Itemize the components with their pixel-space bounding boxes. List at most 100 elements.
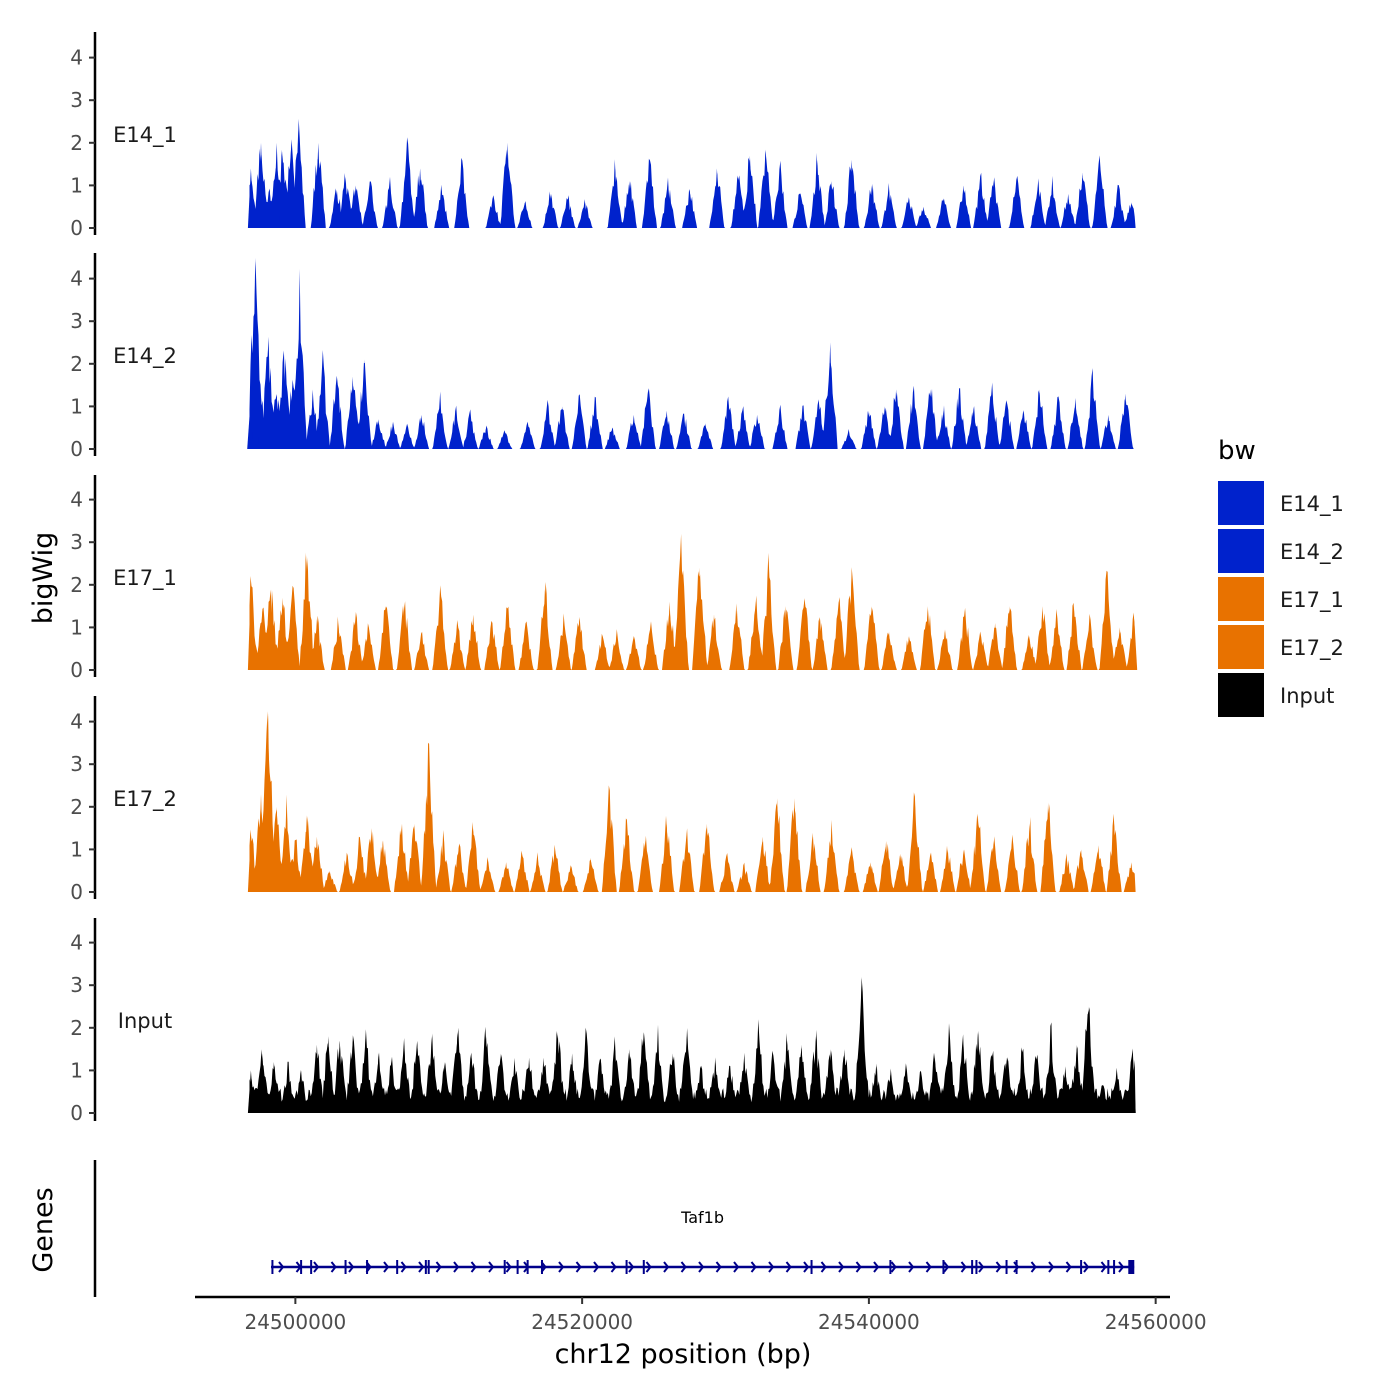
strand-arrow bbox=[1013, 1261, 1020, 1273]
coverage-peak bbox=[784, 1040, 791, 1113]
coverage-peak bbox=[640, 1032, 647, 1113]
coverage-peak bbox=[683, 1036, 690, 1113]
gene-label: Taf1b bbox=[680, 1208, 724, 1227]
strand-arrow bbox=[453, 1261, 460, 1273]
exon bbox=[503, 1260, 506, 1274]
y-tick-label: 1 bbox=[70, 394, 83, 418]
coverage-peak bbox=[920, 206, 927, 228]
coverage-peak bbox=[258, 794, 264, 892]
strand-arrow bbox=[750, 1261, 757, 1273]
exon bbox=[310, 1260, 313, 1274]
coverage-peak bbox=[723, 857, 730, 892]
strand-arrow bbox=[890, 1261, 897, 1273]
coverage-peak bbox=[827, 342, 834, 449]
coverage-peak bbox=[910, 393, 917, 449]
legend-key bbox=[1218, 577, 1264, 621]
coverage-peak bbox=[777, 410, 783, 449]
coverage-peak bbox=[835, 601, 842, 670]
y-tick-label: 2 bbox=[70, 573, 83, 597]
coverage-peak bbox=[711, 614, 717, 670]
coverage-peak bbox=[1111, 823, 1118, 892]
legend-item: E14_1 bbox=[1218, 481, 1344, 525]
coverage-peak bbox=[470, 614, 477, 670]
legend-key bbox=[1218, 481, 1264, 525]
coverage-peak bbox=[1062, 1066, 1069, 1113]
coverage-peak bbox=[1026, 635, 1033, 670]
y-tick-label: 2 bbox=[70, 352, 83, 376]
coverage-peak bbox=[569, 1053, 576, 1113]
coverage-peak bbox=[883, 840, 890, 892]
legend-label: Input bbox=[1280, 684, 1334, 708]
coverage-peak bbox=[560, 623, 567, 670]
strand-arrow bbox=[593, 1261, 600, 1273]
strand-arrow bbox=[348, 1261, 355, 1273]
track-label: E17_2 bbox=[113, 787, 177, 812]
y-tick-label: 4 bbox=[70, 267, 83, 291]
y-tick-label: 0 bbox=[70, 658, 83, 682]
coverage-peak bbox=[352, 185, 359, 228]
exon bbox=[1107, 1260, 1110, 1274]
strand-arrow bbox=[628, 1261, 635, 1273]
coverage-peak bbox=[1122, 393, 1129, 449]
exon bbox=[366, 1260, 369, 1274]
exon bbox=[424, 1260, 427, 1274]
coverage-peak bbox=[258, 142, 264, 228]
coverage-peak bbox=[881, 406, 888, 449]
coverage-peak bbox=[782, 606, 789, 670]
strand-arrow bbox=[943, 1261, 950, 1273]
track-label: E17_1 bbox=[113, 566, 177, 591]
gene-taf1b: Taf1b bbox=[270, 1208, 1135, 1274]
legend-key bbox=[1218, 529, 1264, 573]
coverage-peak bbox=[956, 389, 963, 449]
strand-arrow bbox=[908, 1261, 915, 1273]
coverage-peak bbox=[344, 853, 350, 892]
coverage-peak bbox=[941, 631, 948, 670]
coverage-peak bbox=[483, 1036, 490, 1113]
coverage-peak bbox=[1089, 380, 1096, 449]
strand-arrow bbox=[680, 1261, 687, 1273]
coverage-peak bbox=[812, 1036, 819, 1113]
coverage-peak bbox=[678, 550, 685, 670]
exon bbox=[1015, 1260, 1018, 1274]
coverage-peak bbox=[630, 414, 637, 449]
y-tick-label: 3 bbox=[70, 309, 83, 333]
coverage-peak bbox=[501, 432, 508, 449]
coverage-peak bbox=[917, 1074, 924, 1113]
coverage-peak bbox=[526, 1057, 533, 1113]
coverage-peak bbox=[266, 189, 273, 228]
coverage-peak bbox=[791, 798, 798, 892]
strand-arrow bbox=[400, 1261, 407, 1273]
coverage-peak bbox=[1105, 414, 1112, 449]
strand-arrow bbox=[855, 1261, 862, 1273]
coverage-peak bbox=[544, 406, 551, 449]
exon bbox=[810, 1260, 813, 1274]
coverage-peak bbox=[815, 402, 822, 449]
x-axis-title: chr12 position (bp) bbox=[555, 1339, 812, 1370]
coverage-peak bbox=[503, 862, 510, 892]
coverage-peak bbox=[893, 389, 900, 449]
exon bbox=[942, 1260, 945, 1274]
coverage-peak bbox=[828, 832, 835, 892]
coverage-peak bbox=[259, 1053, 266, 1113]
coverage-peak bbox=[349, 1040, 356, 1113]
coverage-peak bbox=[438, 189, 445, 228]
coverage-peak bbox=[1003, 1057, 1010, 1113]
coverage-peak bbox=[1013, 181, 1020, 228]
coverage-peak bbox=[592, 402, 598, 449]
coverage-peak bbox=[962, 610, 968, 670]
coverage-peak bbox=[774, 798, 781, 892]
coverage-peak bbox=[247, 168, 254, 228]
coverage-peak bbox=[848, 572, 855, 670]
coverage-peak bbox=[398, 828, 405, 892]
coverage-peak bbox=[303, 815, 310, 892]
coverage-peak bbox=[1020, 410, 1027, 449]
legend-item: E17_2 bbox=[1218, 625, 1344, 669]
coverage-peak bbox=[325, 1036, 332, 1113]
coverage-peak bbox=[273, 142, 280, 228]
exon bbox=[1080, 1260, 1083, 1274]
track-label: Input bbox=[118, 1009, 172, 1033]
coverage-peak bbox=[669, 1053, 676, 1113]
strand-arrow bbox=[1100, 1261, 1107, 1273]
coverage-peak bbox=[974, 1032, 981, 1113]
coverage-peak bbox=[411, 823, 418, 892]
